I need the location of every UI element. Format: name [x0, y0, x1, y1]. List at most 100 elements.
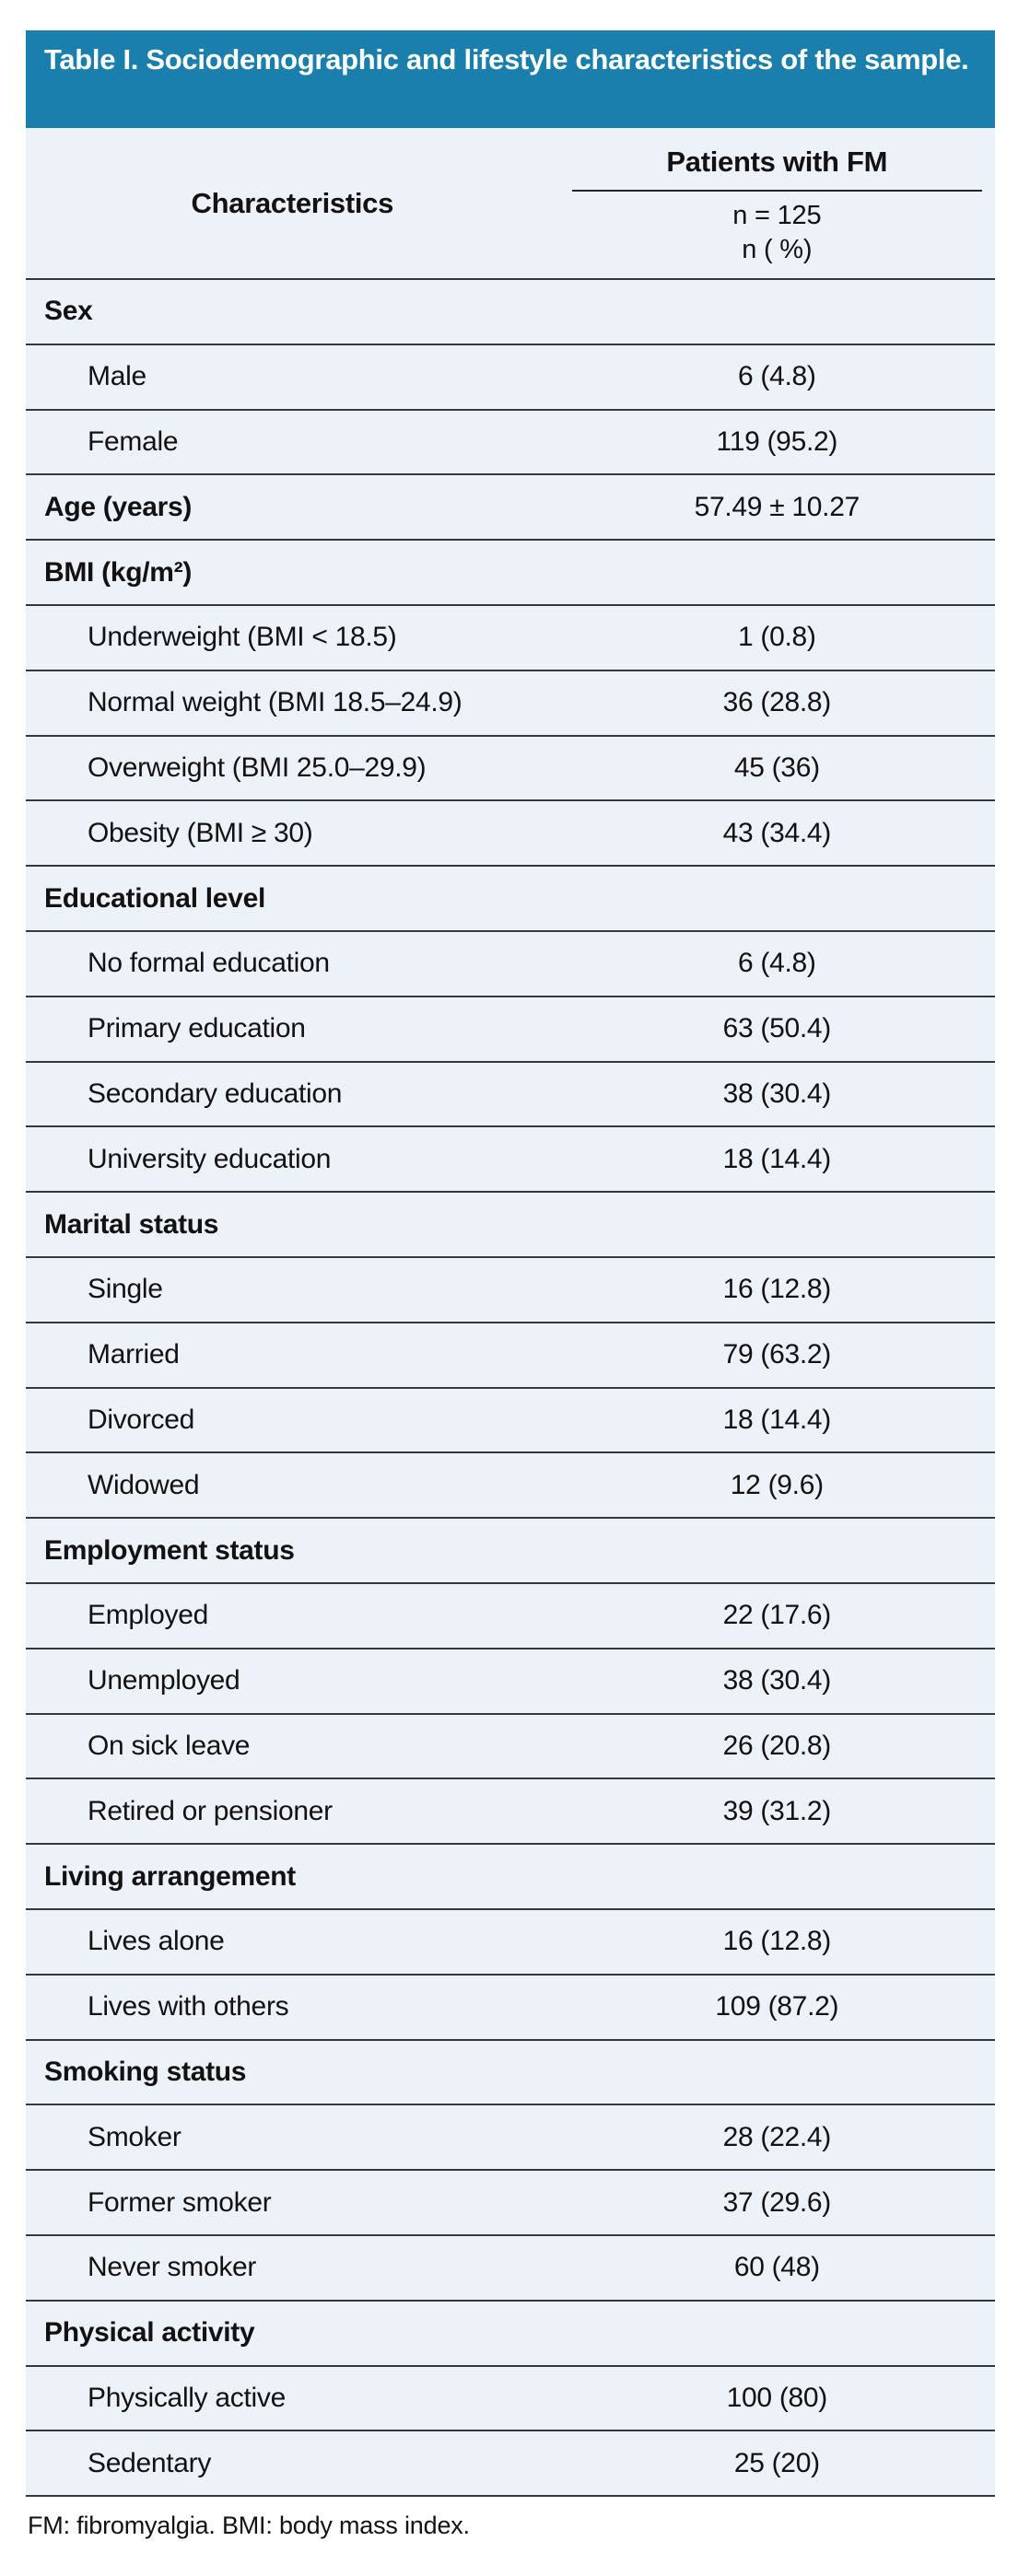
row-value: 18 (14.4)	[722, 1404, 832, 1435]
table-section-row: Physical activity	[26, 2302, 995, 2367]
table-title-band: Table I. Sociodemographic and lifestyle …	[26, 30, 995, 128]
row-label: Obesity (BMI ≥ 30)	[88, 817, 313, 848]
row-value: 79 (63.2)	[722, 1339, 832, 1370]
row-label: Smoker	[88, 2121, 181, 2152]
table-row: Divorced 18 (14.4)	[26, 1389, 995, 1454]
row-value: 6 (4.8)	[738, 361, 816, 392]
row-value: 16 (12.8)	[722, 1926, 832, 1957]
row-label: Unemployed	[88, 1665, 240, 1696]
characteristics-header-label: Characteristics	[191, 186, 394, 219]
table-row: No formal education 6 (4.8)	[26, 932, 995, 997]
table-section-row: Employment status	[26, 1519, 995, 1584]
row-label: Employment status	[44, 1534, 295, 1566]
row-label: Married	[88, 1339, 180, 1370]
table-row: Lives alone 16 (12.8)	[26, 1910, 995, 1976]
table-row: Widowed 12 (9.6)	[26, 1453, 995, 1520]
row-value: 6 (4.8)	[738, 948, 816, 979]
table-row: Lives with others 109 (87.2)	[26, 1976, 995, 2041]
row-label: Overweight (BMI 25.0–29.9)	[88, 752, 427, 783]
row-value: 1 (0.8)	[738, 622, 816, 653]
row-label: Lives with others	[88, 1991, 289, 2022]
table-i-container: Table I. Sociodemographic and lifestyle …	[26, 30, 995, 2540]
table-row: Married 79 (63.2)	[26, 1323, 995, 1389]
row-value: 38 (30.4)	[722, 1078, 832, 1109]
row-label: Employed	[88, 1600, 209, 1631]
table-row: University education 18 (14.4)	[26, 1127, 995, 1194]
sample-size-label: n = 125	[732, 200, 822, 230]
row-label: On sick leave	[88, 1730, 251, 1761]
row-label: Educational level	[44, 882, 265, 914]
row-label: Single	[88, 1274, 163, 1305]
table-row: Smoker 28 (22.4)	[26, 2105, 995, 2172]
row-value: 36 (28.8)	[722, 687, 832, 718]
row-value: 45 (36)	[733, 752, 820, 783]
row-label: Marital status	[44, 1208, 219, 1240]
sociodemographic-table: Characteristics Patients with FM n = 125…	[26, 128, 995, 2498]
row-label: Female	[88, 425, 179, 457]
row-label: Physical activity	[44, 2317, 255, 2349]
table-section-row: Sex	[26, 280, 995, 345]
row-label: Living arrangement	[44, 1860, 296, 1892]
table-row: Secondary education 38 (30.4)	[26, 1063, 995, 1128]
table-section-row: Age (years) 57.49 ± 10.27	[26, 475, 995, 542]
row-label: Sedentary	[88, 2447, 212, 2478]
row-value: 16 (12.8)	[722, 1274, 832, 1305]
table-row: Normal weight (BMI 18.5–24.9) 36 (28.8)	[26, 671, 995, 737]
table-row: Underweight (BMI < 18.5) 1 (0.8)	[26, 606, 995, 671]
table-row: Sedentary 25 (20)	[26, 2431, 995, 2498]
row-value: 25 (20)	[733, 2447, 820, 2478]
table-section-row: Marital status	[26, 1193, 995, 1258]
table-section-row: BMI (kg/m²)	[26, 541, 995, 606]
row-label: Lives alone	[88, 1926, 225, 1957]
row-value: 43 (34.4)	[722, 817, 832, 848]
row-label: BMI (kg/m²)	[44, 556, 193, 588]
table-footnote: FM: fibromyalgia. BMI: body mass index.	[28, 2512, 470, 2540]
table-row: Primary education 63 (50.4)	[26, 997, 995, 1063]
row-value: 100 (80)	[726, 2382, 828, 2413]
characteristics-header-cell: Characteristics	[26, 128, 559, 278]
row-label: Primary education	[88, 1013, 306, 1044]
table-row: Employed 22 (17.6)	[26, 1584, 995, 1649]
row-value: 22 (17.6)	[722, 1600, 832, 1631]
table-row: Single 16 (12.8)	[26, 1258, 995, 1323]
row-label: Divorced	[88, 1404, 194, 1435]
row-value: 63 (50.4)	[722, 1013, 832, 1044]
column-header-divider	[571, 189, 982, 192]
table-row: Obesity (BMI ≥ 30) 43 (34.4)	[26, 801, 995, 868]
table-row: Retired or pensioner 39 (31.2)	[26, 1779, 995, 1846]
row-value: 37 (29.6)	[722, 2186, 832, 2218]
row-value: 60 (48)	[733, 2252, 820, 2283]
table-section-row: Educational level	[26, 867, 995, 932]
row-value: 18 (14.4)	[722, 1143, 832, 1174]
table-row: Overweight (BMI 25.0–29.9) 45 (36)	[26, 737, 995, 802]
table-row: Former smoker 37 (29.6)	[26, 2171, 995, 2236]
row-value: 28 (22.4)	[722, 2121, 832, 2152]
row-label: Widowed	[88, 1469, 200, 1500]
row-label: Age (years)	[44, 491, 193, 522]
row-value: 57.49 ± 10.27	[694, 491, 860, 522]
row-value: 109 (87.2)	[715, 1991, 839, 2022]
patients-with-fm-label: Patients with FM	[666, 145, 888, 178]
row-label: Retired or pensioner	[88, 1795, 333, 1826]
row-value: 39 (31.2)	[722, 1795, 832, 1826]
table-section-row: Smoking status	[26, 2041, 995, 2106]
row-value: 12 (9.6)	[730, 1469, 824, 1500]
row-value: 119 (95.2)	[716, 425, 838, 457]
row-label: Former smoker	[88, 2186, 272, 2218]
table-row: Never smoker 60 (48)	[26, 2236, 995, 2302]
row-label: Smoking status	[44, 2056, 247, 2087]
n-percent-label: n ( %)	[742, 234, 813, 264]
table-row: On sick leave 26 (20.8)	[26, 1715, 995, 1780]
row-label: Sex	[44, 296, 93, 327]
table-row: Male 6 (4.8)	[26, 345, 995, 411]
table-section-row: Living arrangement	[26, 1845, 995, 1910]
table-row: Female 119 (95.2)	[26, 411, 995, 476]
row-label: University education	[88, 1143, 332, 1174]
row-label: Physically active	[88, 2382, 286, 2413]
patients-header-cell: Patients with FM n = 125 n ( %)	[559, 128, 995, 278]
row-label: Normal weight (BMI 18.5–24.9)	[88, 687, 462, 718]
table-title: Table I. Sociodemographic and lifestyle …	[44, 43, 969, 76]
table-row: Physically active 100 (80)	[26, 2367, 995, 2432]
row-label: No formal education	[88, 948, 330, 979]
